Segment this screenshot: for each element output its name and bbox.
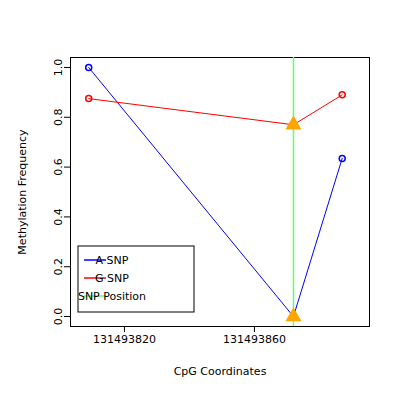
- svg-text:CpG Coordinates: CpG Coordinates: [174, 365, 267, 378]
- svg-text:0.4: 0.4: [52, 208, 65, 226]
- svg-text:1.0: 1.0: [52, 59, 65, 77]
- svg-text:0.2: 0.2: [52, 258, 65, 276]
- svg-text:0.6: 0.6: [52, 158, 65, 176]
- svg-text:0.0: 0.0: [52, 308, 65, 326]
- svg-text:A SNP: A SNP: [96, 254, 129, 267]
- svg-text:Methylation Frequency: Methylation Frequency: [16, 129, 29, 255]
- svg-text:0.8: 0.8: [52, 109, 65, 127]
- svg-text:131493820: 131493820: [93, 333, 156, 346]
- svg-text:SNP Position: SNP Position: [78, 290, 146, 303]
- svg-text:131493860: 131493860: [223, 333, 286, 346]
- svg-text:G SNP: G SNP: [95, 272, 129, 285]
